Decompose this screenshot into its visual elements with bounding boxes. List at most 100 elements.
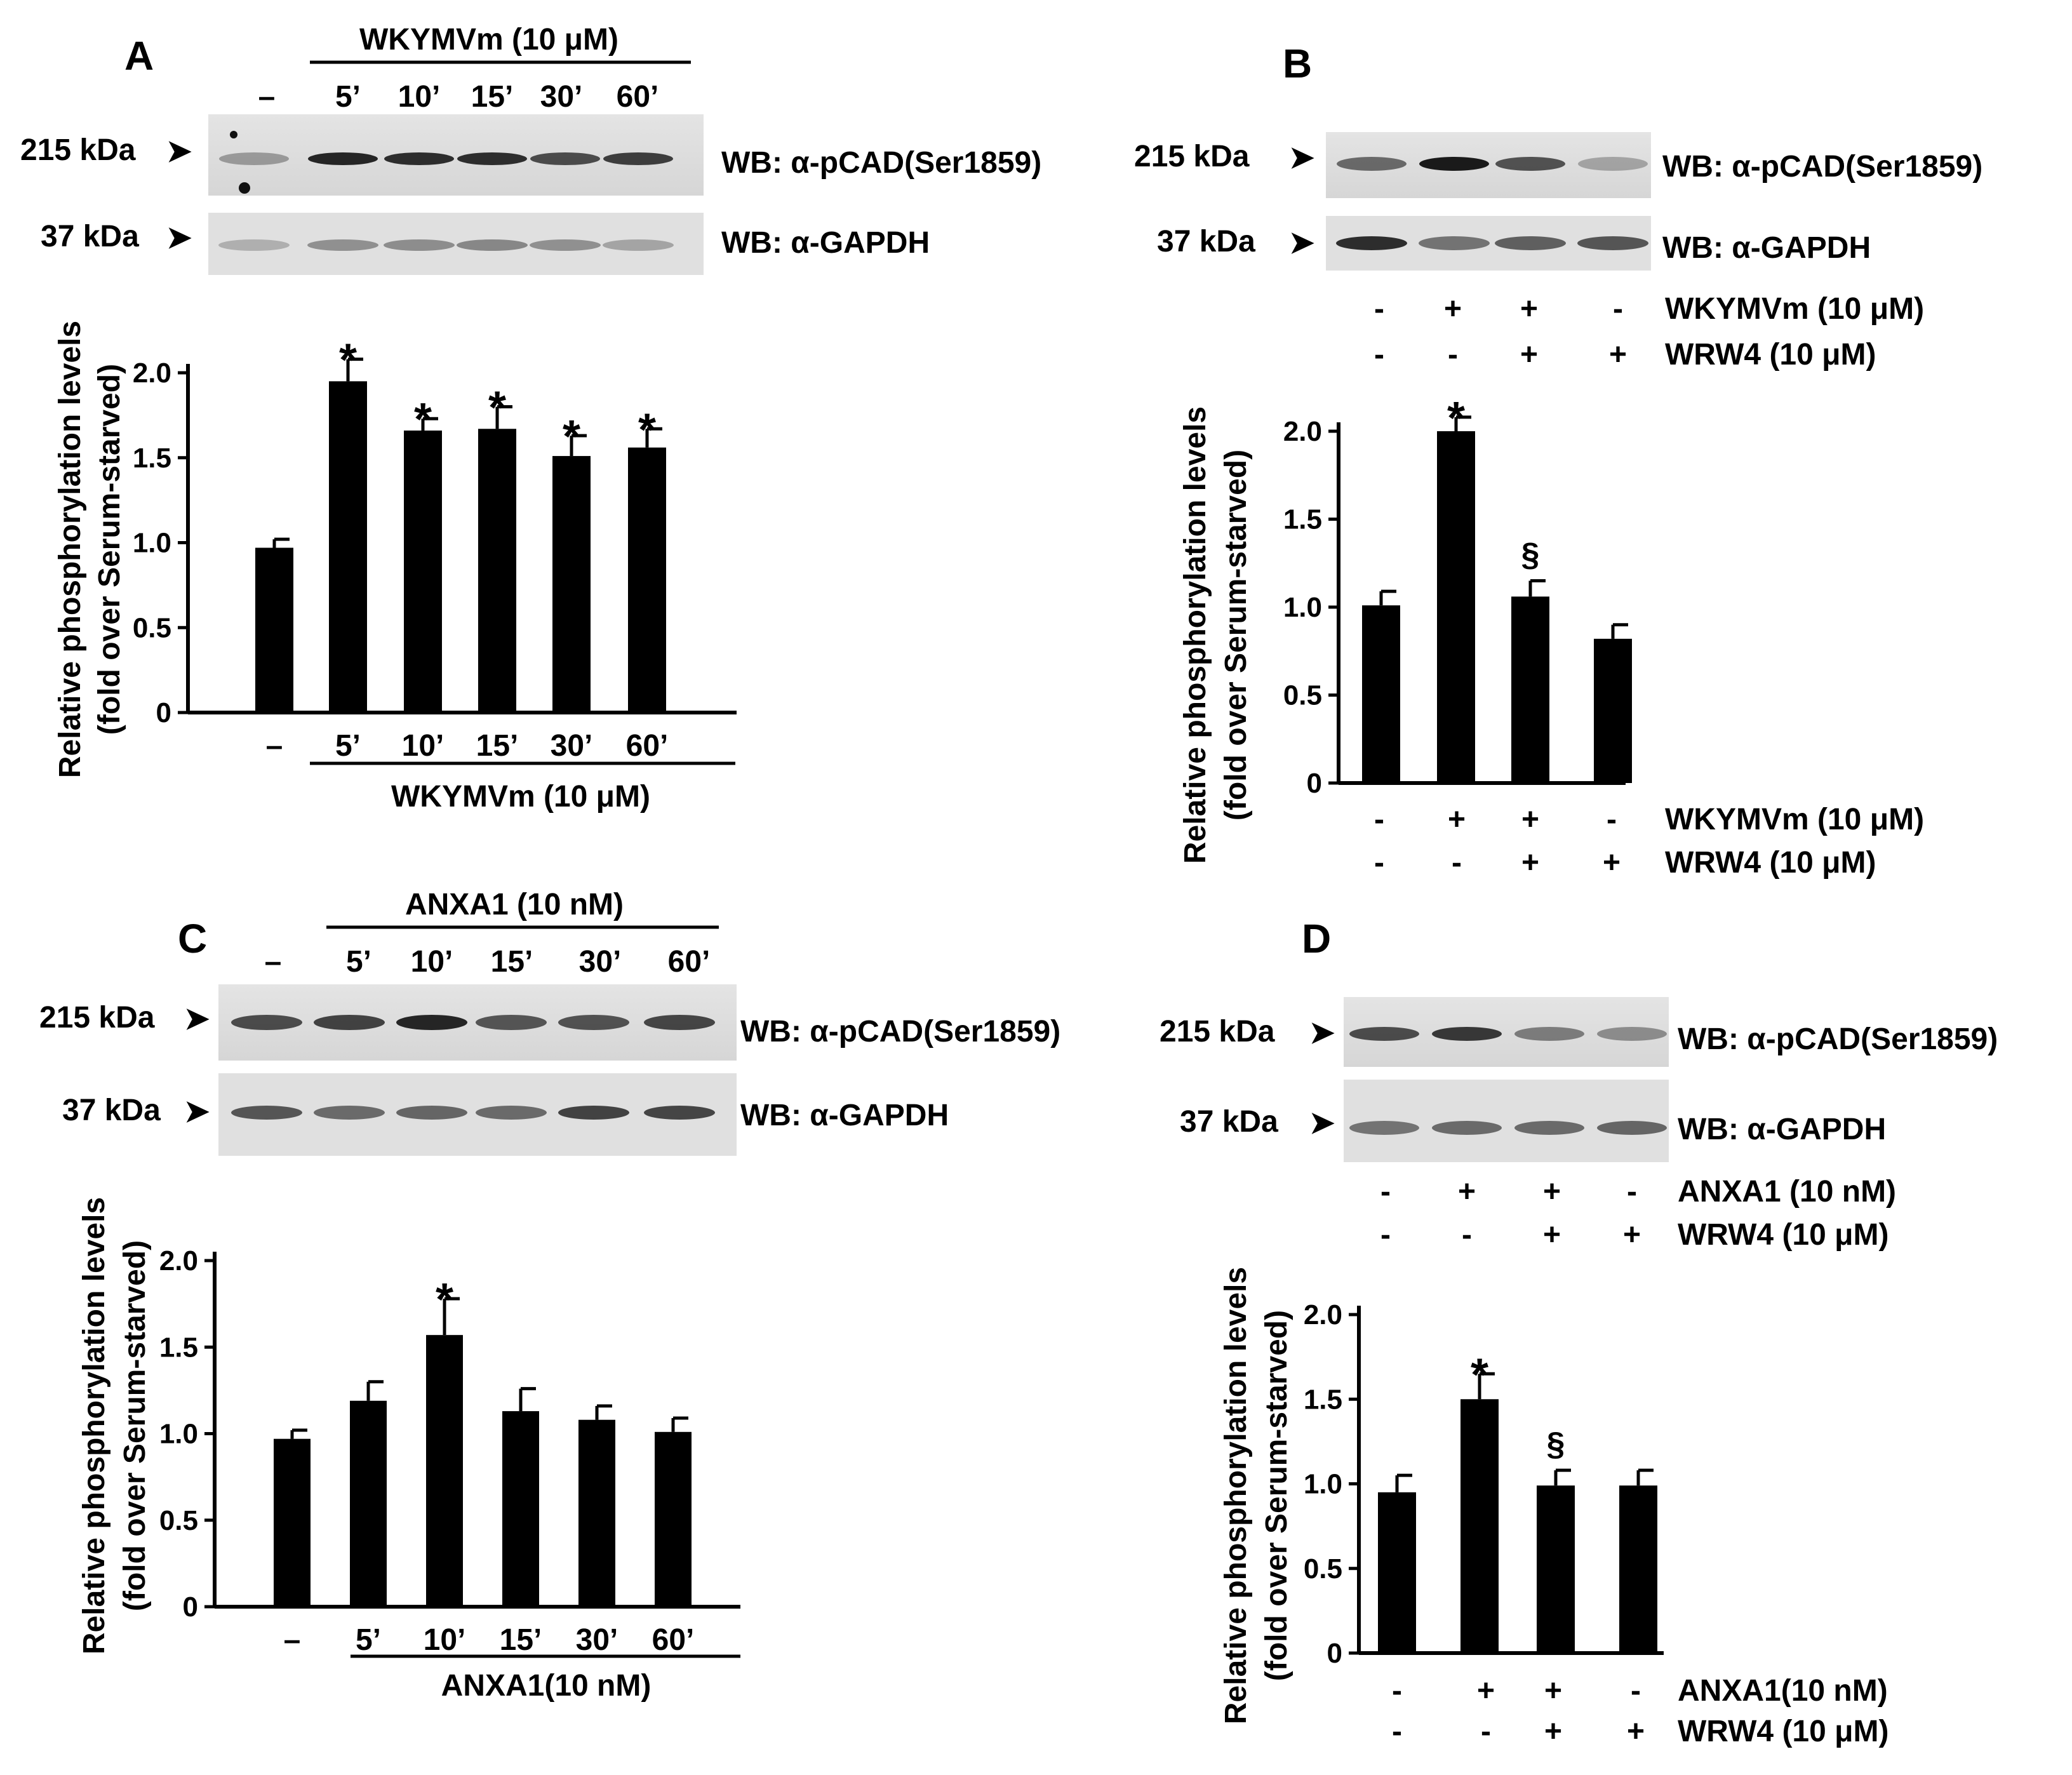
panel-c-wb-pcad: WB: α-pCAD(Ser1859) bbox=[740, 1015, 1060, 1048]
panel-a-blot-speck bbox=[239, 182, 250, 194]
panel-d-bar bbox=[1619, 1485, 1657, 1653]
panel-d-bottom-condition-label: WRW4 (10 μM) bbox=[1678, 1715, 1888, 1748]
panel-a-y-label-1: Relative phosphorylation levels bbox=[53, 321, 87, 778]
panel-d-y-tick-label: 2.0 bbox=[1304, 1299, 1342, 1330]
panel-b-bottom-sign: - bbox=[1452, 846, 1462, 880]
panel-a-arrow-215: ➤ bbox=[166, 135, 192, 168]
panel-c-category-label: 15’ bbox=[500, 1623, 542, 1657]
panel-c-lane-label: 5’ bbox=[346, 945, 371, 979]
panel-d-bottom-sign: - bbox=[1631, 1674, 1641, 1708]
panel-c-gapdh-band bbox=[314, 1106, 385, 1120]
panel-b-y-tick-label: 1.0 bbox=[1283, 592, 1322, 623]
panel-b-pcad-band bbox=[1337, 157, 1407, 171]
panel-c-pcad-band bbox=[558, 1015, 629, 1030]
panel-a-bar bbox=[329, 381, 367, 713]
panel-b-bar bbox=[1511, 596, 1549, 783]
panel-d-wb-gapdh: WB: α-GAPDH bbox=[1678, 1113, 1886, 1146]
panel-b-wb-pcad: WB: α-pCAD(Ser1859) bbox=[1662, 150, 1982, 184]
panel-d-top-sign: - bbox=[1380, 1218, 1391, 1252]
panel-a-category-label: 60’ bbox=[626, 729, 669, 763]
panel-c-category-label: 60’ bbox=[652, 1623, 695, 1657]
panel-c-category-label: 30’ bbox=[576, 1623, 618, 1657]
panel-b-top-sign: + bbox=[1444, 292, 1462, 326]
panel-d-gapdh-band bbox=[1597, 1121, 1667, 1135]
panel-b-pcad-band bbox=[1578, 157, 1648, 171]
panel-a-y-tick-label: 2.0 bbox=[133, 358, 171, 389]
panel-b-y-tick-label: 0.5 bbox=[1283, 680, 1322, 711]
panel-a-bar bbox=[628, 447, 666, 713]
panel-a-bar-chart: 0 0.5 1.0 1.5 2.0 – * 5’ * 10’ * 15’ * 30’ * 60’ bbox=[133, 335, 737, 763]
panel-d-gapdh-band bbox=[1514, 1121, 1584, 1135]
panel-d-kda-37: 37 kDa bbox=[1180, 1105, 1278, 1139]
panel-d-bar bbox=[1378, 1492, 1416, 1653]
panel-c-lane-label: 60’ bbox=[668, 945, 711, 979]
panel-c-bar bbox=[502, 1411, 539, 1607]
panel-d-pcad-band bbox=[1432, 1027, 1502, 1041]
panel-c-lane-label: 10’ bbox=[411, 945, 453, 979]
panel-d-significance-mark: * bbox=[1471, 1350, 1488, 1400]
panel-c-bar bbox=[274, 1438, 311, 1607]
panel-d-gapdh-band bbox=[1349, 1121, 1419, 1135]
panel-c-bar bbox=[655, 1431, 692, 1607]
panel-d-bottom-sign: - bbox=[1392, 1715, 1402, 1748]
panel-c-lane-label: 30’ bbox=[579, 945, 622, 979]
panel-a-pcad-band bbox=[219, 152, 289, 165]
panel-c-arrow-37: ➤ bbox=[184, 1095, 210, 1129]
panel-b-bottom-sign: - bbox=[1374, 803, 1384, 836]
panel-b-pcad-band bbox=[1419, 157, 1489, 171]
panel-d-bar-chart: 0 0.5 1.0 1.5 2.0 * § bbox=[1304, 1299, 1664, 1669]
panel-a-bands bbox=[218, 131, 674, 251]
panel-b-gapdh-band bbox=[1336, 236, 1407, 250]
panel-b-bottom-sign: + bbox=[1521, 803, 1539, 836]
panel-b: B 215 kDa ➤ 37 kDa ➤ WB: α-pCAD(Ser1859)… bbox=[1134, 41, 1982, 880]
panel-d-bottom-sign: + bbox=[1477, 1674, 1495, 1708]
panel-c-pcad-band bbox=[476, 1015, 547, 1030]
panel-c-pcad-band bbox=[396, 1015, 467, 1030]
panel-c-letter: C bbox=[178, 916, 207, 961]
panel-b-bottom-condition-label: WRW4 (10 μM) bbox=[1665, 846, 1876, 880]
panel-c-arrow-215: ➤ bbox=[184, 1002, 210, 1036]
panel-a-significance-mark: * bbox=[638, 405, 656, 455]
panel-d-bottom-sign: + bbox=[1544, 1715, 1562, 1748]
panel-d-y-label-1: Relative phosphorylation levels bbox=[1219, 1267, 1253, 1724]
panel-c-significance-mark: * bbox=[436, 1275, 453, 1325]
panel-a-gapdh-band bbox=[218, 239, 290, 251]
panel-c-gapdh-band bbox=[558, 1106, 629, 1120]
panel-c-pcad-band bbox=[231, 1015, 302, 1030]
panel-c-y-tick-label: 0 bbox=[183, 1591, 198, 1623]
panel-a-gapdh-band bbox=[530, 239, 601, 251]
panel-d-top-sign: - bbox=[1380, 1175, 1391, 1209]
panel-b-top-sign: - bbox=[1613, 292, 1623, 326]
panel-a-bar bbox=[552, 456, 591, 713]
panel-c-lane-labels: – 5’ 10’ 15’ 30’ 60’ bbox=[265, 945, 711, 979]
panel-b-wb-gapdh: WB: α-GAPDH bbox=[1662, 231, 1871, 265]
panel-b-y-label-1: Relative phosphorylation levels bbox=[1179, 406, 1212, 864]
panel-c-category-label: – bbox=[284, 1623, 301, 1657]
panel-a-category-label: – bbox=[266, 729, 283, 763]
panel-d-letter: D bbox=[1302, 916, 1331, 961]
panel-b-gapdh-band bbox=[1419, 236, 1490, 250]
panel-c-bar-chart: 0 0.5 1.0 1.5 2.0 – 5’ * 10’ 15’ 30’ 60’ bbox=[159, 1245, 740, 1657]
panel-c-wb-gapdh: WB: α-GAPDH bbox=[740, 1099, 949, 1132]
panel-d-blot-conditions: - + + - ANXA1 (10 nM) - - + + WRW4 (10 μM) bbox=[1380, 1175, 1896, 1252]
panel-a-significance-mark: * bbox=[414, 394, 432, 445]
panel-b-bottom-sign: + bbox=[1521, 846, 1539, 880]
panel-d-y-label-2: (fold over Serum-starved) bbox=[1260, 1310, 1293, 1681]
panel-c-lane-label: – bbox=[265, 945, 282, 979]
panel-b-bar bbox=[1437, 431, 1475, 783]
panel-d-bar bbox=[1460, 1399, 1499, 1653]
panel-a-pcad-band bbox=[457, 152, 527, 165]
panel-a-pcad-band bbox=[603, 152, 673, 165]
panel-b-bar bbox=[1594, 638, 1632, 783]
panel-b-bottom-sign: + bbox=[1603, 846, 1621, 880]
panel-b-bottom-sign: - bbox=[1607, 803, 1617, 836]
panel-d-pcad-band bbox=[1514, 1027, 1584, 1041]
panel-d-bottom-sign: - bbox=[1481, 1715, 1491, 1748]
panel-b-bar-chart: 0 0.5 1.0 1.5 2.0 * § bbox=[1283, 393, 1632, 799]
panel-d-bands bbox=[1349, 1027, 1667, 1135]
panel-d-top-sign: + bbox=[1623, 1218, 1641, 1252]
panel-b-top-sign: + bbox=[1520, 338, 1538, 372]
panel-b-bottom-sign: - bbox=[1374, 846, 1384, 880]
panel-a-significance-mark: * bbox=[339, 335, 357, 386]
